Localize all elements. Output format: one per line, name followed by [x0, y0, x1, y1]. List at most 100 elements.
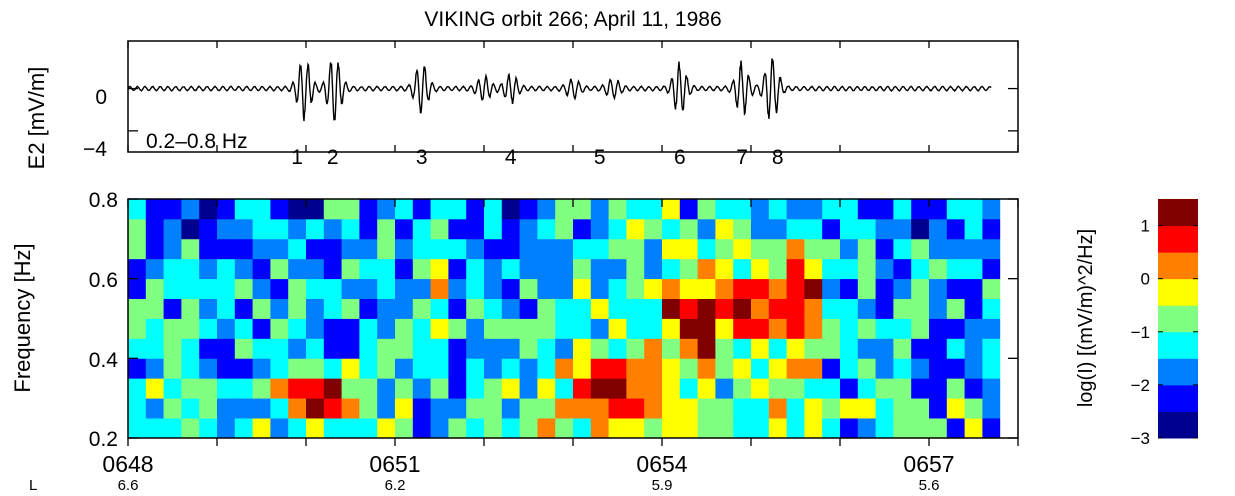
spectrogram-cell — [697, 338, 716, 359]
spectrogram-cell — [573, 318, 592, 339]
spectrogram-cell — [608, 398, 627, 419]
spectrogram-cell — [626, 278, 645, 299]
spectrogram-cell — [306, 298, 325, 319]
spectrogram-cell — [537, 278, 556, 299]
event-label-3: 3 — [416, 146, 428, 169]
spectrogram-cell — [377, 318, 396, 339]
waveform-trace — [127, 58, 992, 122]
spectrogram-cell — [519, 378, 538, 399]
spectrogram-cell — [377, 278, 396, 299]
spectrogram-cell — [786, 318, 805, 339]
spectrogram-cell — [679, 218, 698, 240]
spectrogram-cell — [804, 338, 823, 359]
spectrogram-cell — [199, 218, 218, 240]
spectrogram-cell — [501, 358, 520, 379]
spectrogram-panel: Frequency [Hz] 0.2 0.4 0.6 0.8 06486.606… — [10, 189, 1019, 494]
colorbar-tick-label: 1 — [1141, 217, 1150, 236]
spectrogram-cell — [662, 298, 681, 319]
spectrogram-cell — [430, 258, 449, 280]
spectrogram-cell — [946, 238, 965, 260]
spectrogram-cell — [786, 358, 805, 379]
spectrogram-cell — [893, 318, 912, 339]
spectrogram-cell — [234, 298, 253, 319]
colorbar: 1 0 −1 −2 −3 log(I) [(mV/m)^2/Hz] — [1075, 199, 1198, 448]
spectrogram-cell — [448, 218, 467, 240]
spectrogram-cell — [982, 218, 1001, 240]
spectrogram-cell — [163, 318, 182, 339]
spectrogram-cell — [929, 418, 948, 439]
spectrogram-cell — [163, 358, 182, 379]
freq-tick-0.8: 0.8 — [89, 189, 118, 212]
colorbar-swatch — [1158, 305, 1198, 333]
spectrogram-cell — [573, 258, 592, 280]
spectrogram-cell — [145, 378, 164, 399]
spectrogram-cell — [199, 199, 218, 220]
spectrogram-cell — [199, 278, 218, 299]
spectrogram-cell — [448, 258, 467, 280]
spectrogram-cell — [964, 378, 983, 399]
spectrogram-cell — [359, 378, 378, 399]
spectrogram-cell — [573, 418, 592, 439]
spectrogram-cell — [751, 378, 770, 399]
waveform-ylabel: E2 [mV/m] — [24, 67, 49, 170]
spectrogram-cell — [982, 238, 1001, 260]
spectrogram-cell — [875, 278, 894, 299]
spectrogram-cell — [128, 278, 147, 299]
spectrogram-cell — [626, 258, 645, 280]
spectrogram-cell — [484, 398, 503, 419]
spectrogram-cell — [181, 298, 200, 319]
spectrogram-cell — [662, 318, 681, 339]
spectrogram-cell — [466, 318, 485, 339]
spectrogram-cell — [608, 358, 627, 379]
spectrogram-cell — [662, 338, 681, 359]
spectrogram-cell — [644, 199, 663, 220]
spectrogram-cell — [573, 218, 592, 240]
spectrogram-cell — [181, 378, 200, 399]
spectrogram-cell — [430, 238, 449, 260]
spectrogram-cell — [715, 398, 734, 419]
spectrogram-cell — [537, 238, 556, 260]
spectrogram-cell — [590, 418, 609, 439]
spectrogram-cell — [875, 318, 894, 339]
spectrogram-cell — [412, 238, 431, 260]
spectrogram-cell — [501, 398, 520, 419]
spectrogram-cell — [893, 258, 912, 280]
spectrogram-cell — [306, 378, 325, 399]
spectrogram-cell — [217, 218, 236, 240]
spectrogram-cell — [395, 238, 414, 260]
spectrogram-cell — [323, 418, 342, 439]
spectrogram-cell — [804, 258, 823, 280]
event-label-8: 8 — [772, 146, 784, 169]
filter-band-label: 0.2–0.8 Hz — [146, 130, 248, 153]
spectrogram-cell — [448, 298, 467, 319]
spectrogram-cell — [608, 418, 627, 439]
spectrogram-cell — [608, 318, 627, 339]
spectrogram-cell — [145, 238, 164, 260]
spectrogram-cell — [270, 378, 289, 399]
spectrogram-cell — [395, 298, 414, 319]
waveform-ytick-0: 0 — [95, 86, 107, 109]
spectrogram-cell — [252, 338, 271, 359]
spectrogram-cell — [626, 398, 645, 419]
spectrogram-cell — [804, 238, 823, 260]
spectrogram-cell — [395, 218, 414, 240]
spectrogram-cell — [893, 378, 912, 399]
spectrogram-cell — [786, 258, 805, 280]
spectrogram-cell — [519, 358, 538, 379]
spectrogram-cell — [982, 298, 1001, 319]
spectrogram-cell — [306, 278, 325, 299]
spectrogram-cell — [145, 298, 164, 319]
spectrogram-cell — [359, 238, 378, 260]
spectrogram-cell — [893, 238, 912, 260]
spectrogram-cell — [857, 298, 876, 319]
spectrogram-cell — [804, 398, 823, 419]
spectrogram-cell — [412, 318, 431, 339]
spectrogram-cell — [412, 278, 431, 299]
spectrogram-cell — [288, 278, 307, 299]
spectrogram-cell — [946, 278, 965, 299]
spectrogram-cell — [786, 398, 805, 419]
spectrogram-cell — [982, 358, 1001, 379]
spectrogram-cell — [430, 218, 449, 240]
spectrogram-cell — [359, 398, 378, 419]
spectrogram-cell — [181, 238, 200, 260]
